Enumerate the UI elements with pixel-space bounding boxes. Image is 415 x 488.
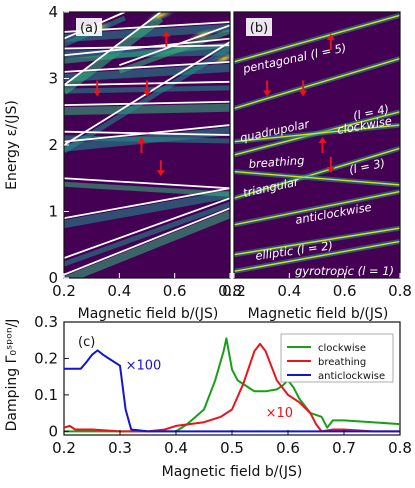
- mode-line: [234, 240, 400, 273]
- mode-line: [234, 147, 400, 199]
- y-tick-label: 0.3: [34, 313, 58, 331]
- panel-a-bands: [64, 12, 230, 278]
- y-tick-label: 0.2: [34, 349, 58, 367]
- scale-annotation: ×100: [126, 358, 162, 373]
- spectral-band: [64, 47, 230, 59]
- panel-c-y-label: Damping Γ₀ˢᵖᵒⁿ/J: [4, 319, 20, 432]
- y-tick-label: 0: [48, 422, 58, 440]
- panel-c-series: [64, 337, 400, 433]
- y-tick-label: 2: [48, 136, 58, 154]
- panel-c-annotations: ×100 ×10: [126, 358, 293, 420]
- scale-annotation: ×10: [266, 406, 293, 421]
- eigenmode-line: [64, 12, 162, 86]
- series-anticlockwise: [64, 349, 400, 433]
- spectral-band: [64, 201, 230, 267]
- transition-arrowhead: [326, 33, 335, 40]
- y-tick-label: 4: [48, 3, 58, 21]
- panel-a-x-label: Magnetic field b/(JS): [78, 306, 219, 322]
- panel-c-tag: (c): [78, 335, 95, 350]
- panel-a-y-label: Energy ε/(JS): [4, 100, 20, 190]
- panel-b-tag-bg: [246, 18, 272, 36]
- spectral-hotspot: [145, 12, 176, 23]
- spectral-band: [64, 63, 230, 82]
- x-tick-label: 0.8: [388, 439, 412, 457]
- mode-label-breathing: breathing: [248, 153, 305, 171]
- y-tick-label: 1: [48, 203, 58, 221]
- x-tick-label: 0.6: [333, 282, 357, 300]
- x-tick-label: 0.2: [52, 282, 76, 300]
- panel-b-mode-lines: [234, 12, 400, 274]
- panel-c-x-ticks: 0.2 0.3 0.4 0.5 0.6 0.7 0.8: [52, 430, 412, 457]
- panel-a: (a) 0 1 2 3 4 0.2 0.4 0.6 0.8 Energy ε/(JS) Mag…: [4, 3, 242, 322]
- panel-a-x-ticks: 0.2 0.4 0.6 0.8: [52, 273, 242, 300]
- x-tick-label: 0.2: [52, 439, 76, 457]
- eigenmode-line: [64, 207, 230, 276]
- eigenmode-line: [64, 177, 230, 190]
- panel-b-arrows: [263, 33, 335, 173]
- eigenmode-line: [119, 24, 230, 67]
- x-tick-label: 0.2: [222, 282, 246, 300]
- mode-line: [234, 57, 400, 110]
- spectral-band: [64, 190, 230, 229]
- x-tick-label: 0.4: [164, 439, 188, 457]
- eigenmode-line: [64, 60, 230, 73]
- panel-b-tag: (b): [250, 21, 268, 36]
- spectral-band: [64, 45, 230, 154]
- panel-a-tag: (a): [80, 21, 98, 36]
- mode-line: [234, 227, 400, 256]
- transition-arrowhead: [162, 30, 171, 37]
- panel-a-y-ticks: 0 1 2 3 4: [48, 3, 69, 287]
- mode-line: [234, 190, 400, 226]
- eigenmode-line: [64, 130, 230, 136]
- x-tick-label: 0.5: [220, 439, 244, 457]
- transition-arrowhead: [299, 90, 308, 97]
- y-tick-label: 3: [48, 70, 58, 88]
- panel-a-tag-bg: [76, 18, 102, 36]
- spectral-band: [64, 210, 230, 278]
- mode-line: [234, 170, 400, 186]
- mode-line: [234, 124, 400, 143]
- eigenmode-line: [64, 187, 230, 220]
- panel-a-arrows: [93, 30, 171, 177]
- panel-a-lines: [64, 12, 230, 276]
- transition-arrowhead: [318, 137, 327, 143]
- panel-b: pentagonal (l = 5) (l = 4) quadrupolar c…: [222, 11, 412, 322]
- panel-c-y-ticks: 0 0.1 0.2 0.3: [34, 313, 69, 440]
- series-clockwise: [64, 337, 400, 433]
- panel-b-frame: [233, 11, 401, 279]
- y-tick-label: 0.1: [34, 386, 58, 404]
- eigenmode-line: [64, 44, 230, 50]
- eigenmode-line: [64, 100, 230, 106]
- x-tick-label: 0.3: [108, 439, 132, 457]
- mode-label-gyrotropic: gyrotropic (l = 1): [295, 264, 394, 278]
- x-tick-label: 0.8: [218, 282, 242, 300]
- eigenmode-line: [64, 197, 230, 259]
- panel-b-x-ticks: 0.2 0.4 0.6 0.8: [222, 273, 412, 300]
- x-tick-label: 0.6: [163, 282, 187, 300]
- series-breathing: [64, 342, 400, 433]
- x-tick-label: 0.6: [276, 439, 300, 457]
- legend-label-breathing: breathing: [318, 357, 366, 368]
- x-tick-label: 0.7: [332, 439, 356, 457]
- legend-label-clockwise: clockwise: [318, 343, 366, 354]
- panel-c: (c) ×100 ×10 clockwise breathing anticlockw…: [4, 313, 412, 480]
- transition-arrowhead: [93, 90, 102, 97]
- panel-c-legend: clockwise breathing anticlockwise: [280, 333, 394, 383]
- panel-c-x-label: Magnetic field b/(JS): [162, 464, 303, 480]
- transition-arrowhead: [156, 170, 165, 177]
- transition-arrowhead: [143, 90, 151, 97]
- spectral-band: [118, 28, 230, 74]
- spectral-band: [64, 103, 230, 116]
- transition-arrowhead: [137, 137, 146, 143]
- x-tick-label: 0.4: [107, 282, 131, 300]
- transition-arrowhead: [326, 166, 335, 173]
- legend-label-anticlockwise: anticlockwise: [318, 371, 385, 382]
- mode-line: [234, 14, 400, 63]
- y-tick-label: 0: [48, 269, 58, 287]
- panel-b-x-label: Magnetic field b/(JS): [248, 306, 389, 322]
- transition-arrowhead: [263, 90, 272, 97]
- x-tick-label: 0.4: [277, 282, 301, 300]
- x-tick-label: 0.8: [388, 282, 412, 300]
